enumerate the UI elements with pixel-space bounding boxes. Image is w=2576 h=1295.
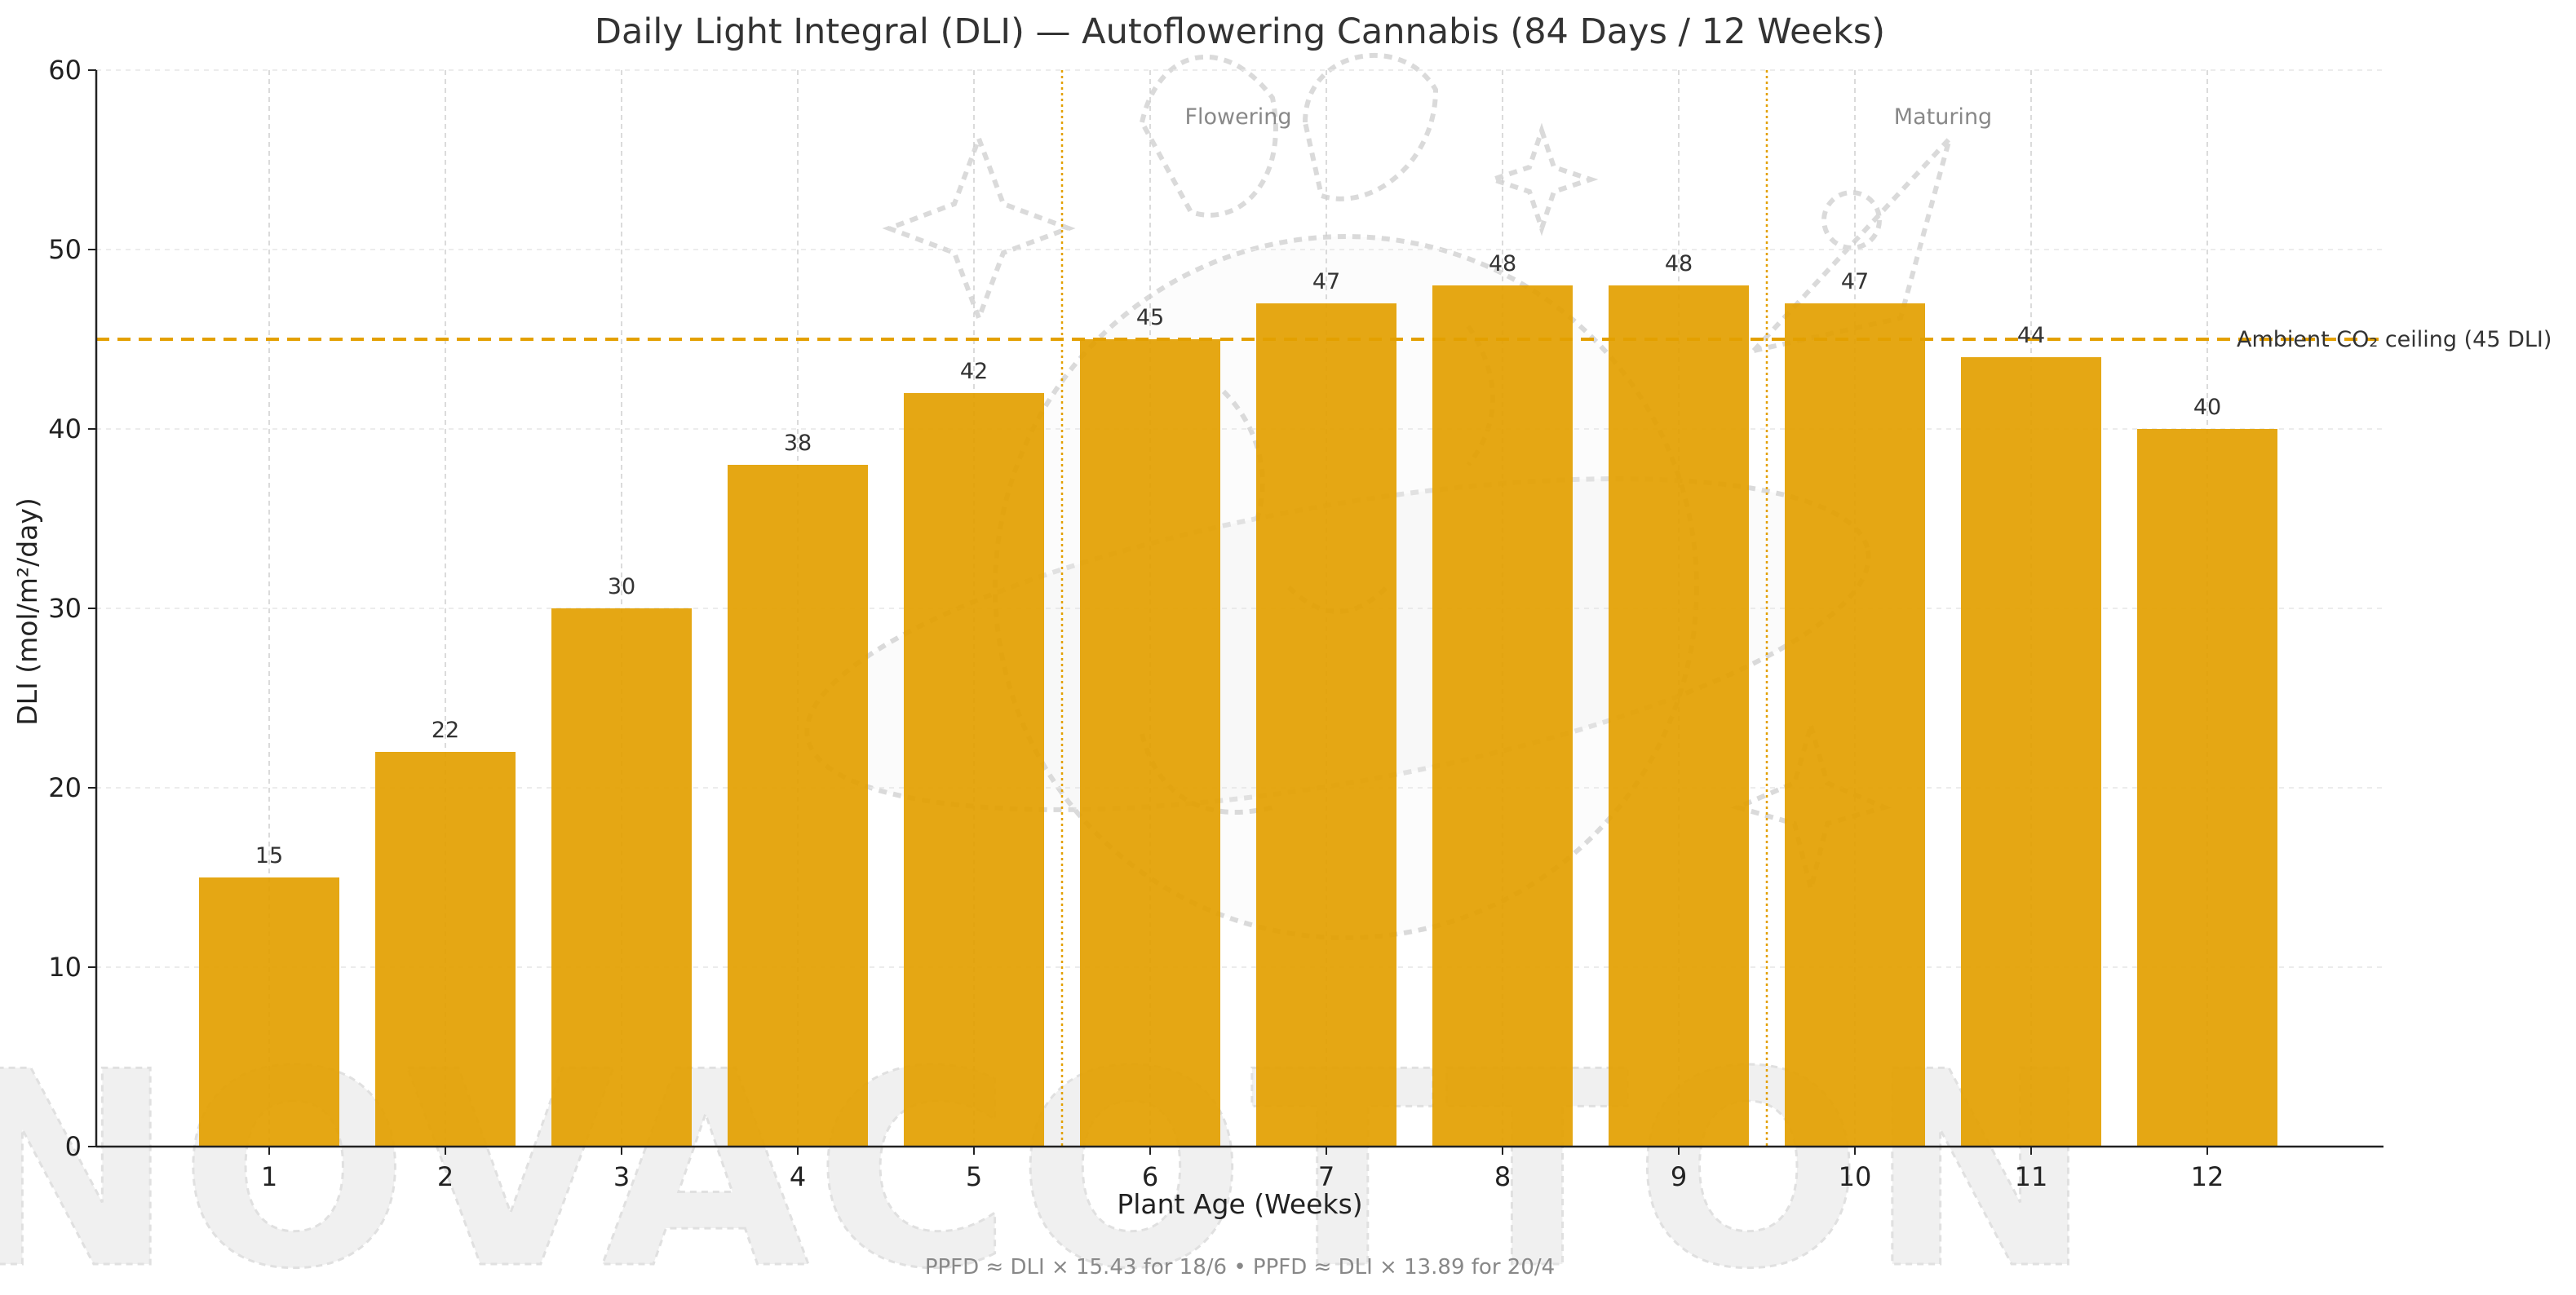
y-tick-label: 60	[48, 55, 82, 86]
labels: 0102030405060151222303384425456477488489…	[48, 55, 2552, 1192]
chart-title: Daily Light Integral (DLI) — Autofloweri…	[595, 11, 1885, 52]
y-tick-label: 30	[48, 593, 82, 624]
x-tick-label: 6	[1142, 1161, 1158, 1192]
bar-value-label: 30	[608, 574, 635, 599]
x-tick-label: 4	[790, 1161, 806, 1192]
bar-value-label: 44	[2017, 323, 2045, 348]
bar-value-label: 22	[432, 718, 459, 743]
bar	[375, 752, 516, 1147]
y-tick-label: 0	[65, 1131, 82, 1162]
y-axis-title: DLI (mol/m²/day)	[11, 497, 43, 726]
bar	[1256, 303, 1396, 1147]
x-tick-label: 9	[1671, 1161, 1687, 1192]
bar-value-label: 48	[1665, 251, 1693, 276]
bar-value-label: 47	[1841, 269, 1869, 294]
footnote: PPFD ≈ DLI × 15.43 for 18/6 • PPFD ≈ DLI…	[925, 1255, 1555, 1280]
x-tick-label: 5	[966, 1161, 982, 1192]
y-tick-label: 10	[48, 952, 82, 983]
bars	[199, 285, 2277, 1147]
bar	[2137, 429, 2277, 1147]
x-axis-title: Plant Age (Weeks)	[1117, 1188, 1362, 1220]
axes	[88, 69, 2383, 1155]
reference-line-label: Ambient CO₂ ceiling (45 DLI)	[2237, 327, 2552, 352]
x-tick-label: 8	[1494, 1161, 1511, 1192]
y-tick-label: 40	[48, 413, 82, 444]
x-tick-label: 7	[1318, 1161, 1334, 1192]
bar	[1432, 285, 1573, 1147]
bar	[1961, 357, 2101, 1147]
bar	[728, 465, 868, 1147]
bar-value-label: 48	[1489, 251, 1516, 276]
x-tick-label: 2	[437, 1161, 454, 1192]
y-tick-label: 20	[48, 772, 82, 803]
x-tick-label: 12	[2191, 1161, 2224, 1192]
bar	[904, 393, 1044, 1147]
bar-value-label: 47	[1312, 269, 1340, 294]
bar-value-label: 45	[1136, 305, 1164, 330]
bar-value-label: 42	[960, 359, 988, 384]
bar-value-label: 40	[2193, 395, 2221, 420]
x-tick-label: 11	[2015, 1161, 2048, 1192]
bar-value-label: 38	[784, 431, 812, 456]
reference-lines	[96, 70, 2383, 1147]
bar	[551, 608, 692, 1147]
phase-label: Flowering	[1184, 104, 1291, 130]
bar	[199, 877, 339, 1147]
y-tick-label: 50	[48, 234, 82, 265]
x-tick-label: 10	[1839, 1161, 1872, 1192]
bar-value-label: 15	[255, 843, 283, 868]
phase-label: Maturing	[1894, 104, 1992, 130]
x-tick-label: 3	[613, 1161, 630, 1192]
bar	[1080, 339, 1220, 1147]
x-tick-label: 1	[261, 1161, 277, 1192]
bar	[1785, 303, 1925, 1147]
bar	[1609, 285, 1749, 1147]
